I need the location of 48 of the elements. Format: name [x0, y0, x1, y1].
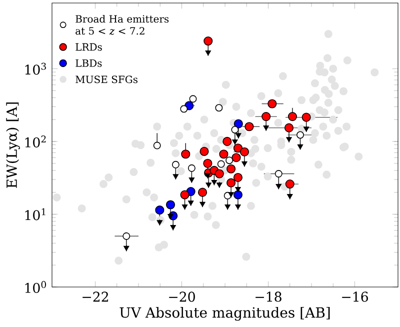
- point: [215, 104, 223, 112]
- x-tick-label: −16: [342, 292, 368, 302]
- point: [203, 158, 212, 168]
- point: [233, 172, 243, 182]
- x-tick-label: −20: [169, 292, 195, 302]
- point: [189, 95, 197, 103]
- point: [217, 160, 225, 168]
- point: [166, 200, 176, 210]
- point: [233, 144, 243, 153]
- point: [274, 170, 282, 178]
- point: [231, 126, 239, 134]
- y-tick-label: 10$^{3}$: [25, 62, 46, 75]
- x-axis-title: UV Absolute magnitudes [AB]: [120, 306, 330, 321]
- legend-label: MUSE SFGs: [76, 76, 138, 84]
- point: [219, 150, 228, 159]
- point: [288, 112, 297, 122]
- point: [155, 206, 164, 215]
- point: [268, 99, 277, 108]
- point: [172, 160, 180, 168]
- y-axis-title: EW(Lyα) [A]: [6, 102, 20, 188]
- point: [233, 190, 243, 200]
- point: [153, 142, 161, 150]
- x-tick-label: −18: [256, 292, 282, 302]
- point: [181, 150, 190, 159]
- point: [204, 36, 213, 46]
- legend-label: LBDs: [76, 60, 102, 67]
- y-tick-label: 10$^{0}$: [25, 281, 46, 293]
- point: [198, 188, 208, 197]
- y-tick-label: 10$^{1}$: [25, 208, 46, 220]
- point: [240, 147, 249, 156]
- point: [284, 123, 294, 132]
- point: [188, 164, 196, 172]
- point: [262, 112, 271, 122]
- x-tick-label: −22: [82, 292, 108, 302]
- point: [285, 180, 294, 189]
- point: [226, 178, 236, 188]
- legend-label: Broad Ha emitters at 5 < z < 7.2: [76, 14, 169, 35]
- point: [296, 131, 304, 139]
- point: [214, 169, 224, 178]
- point: [226, 164, 236, 174]
- point: [244, 122, 254, 132]
- point: [122, 232, 130, 240]
- point: [232, 153, 241, 162]
- point: [226, 156, 234, 164]
- y-tick-label: 10$^{2}$: [25, 135, 46, 148]
- point: [180, 105, 188, 113]
- legend-label: LRDs: [76, 43, 102, 51]
- point: [180, 190, 190, 200]
